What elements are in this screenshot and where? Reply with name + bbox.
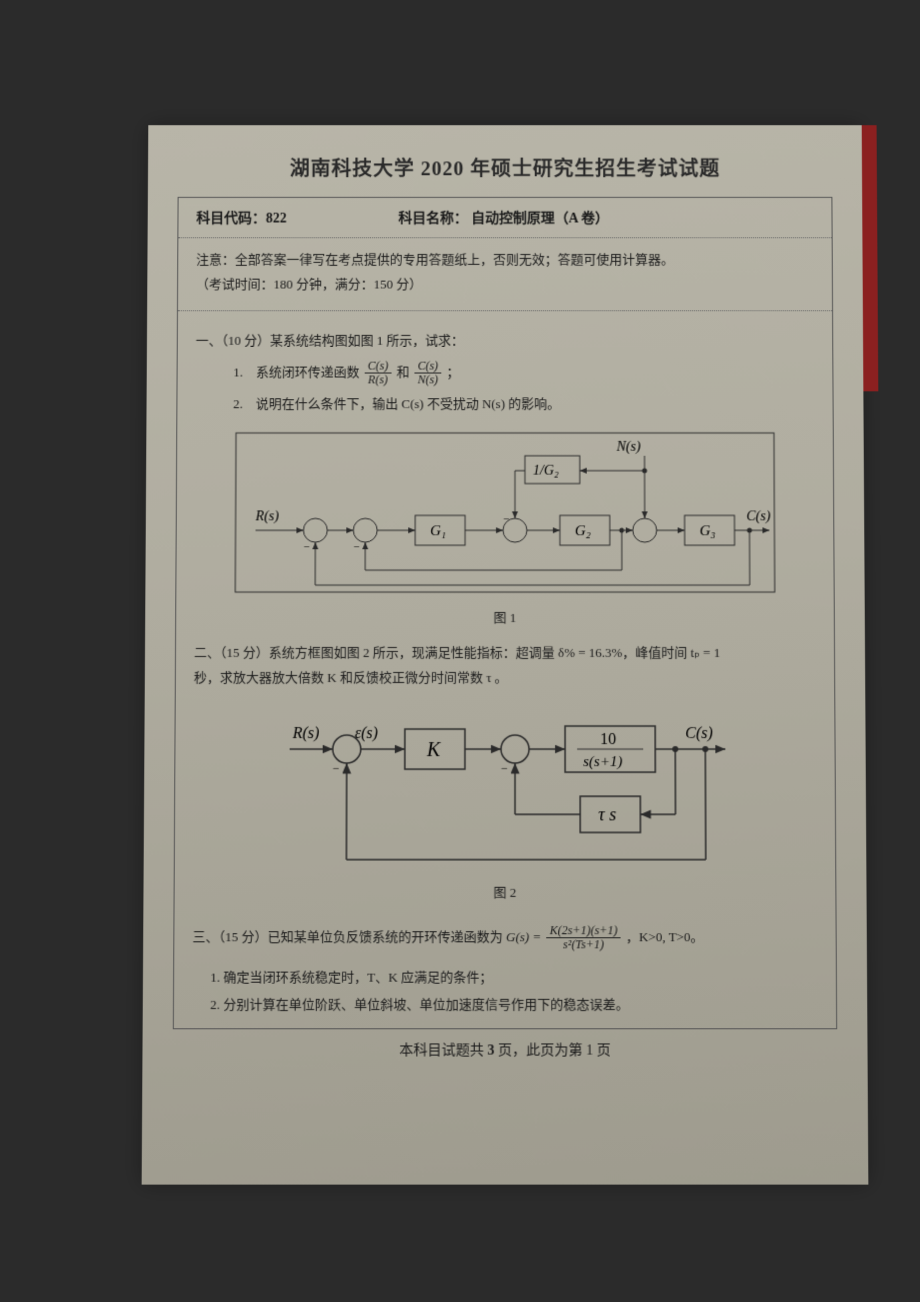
q3-prefix: 三、（15 分）已知某单位负反馈系统的开环传递函数为 <box>192 929 506 944</box>
q3-sub1: 1. 确定当闭环系统稳定时，T、K 应满足的条件； <box>210 966 818 991</box>
fig2-tfnum: 10 <box>600 731 616 748</box>
fig2-eps: ε(s) <box>355 725 378 742</box>
fig1-G1: G₁ <box>430 523 446 539</box>
fig2-tfden: s(s+1) <box>583 754 622 770</box>
q3-suffix: ，K>0, T>0。 <box>626 929 704 944</box>
q1-sub1: 1. 系统闭环传递函数 C(s) R(s) 和 C(s) N(s) ； <box>233 360 814 387</box>
frac-cn-den: N(s) <box>415 374 442 387</box>
frac-cr: C(s) R(s) <box>365 360 392 387</box>
page-title: 湖南科技大学 2020 年硕士研究生招生考试试题 <box>148 125 862 191</box>
fig2-caption: 图 2 <box>193 881 818 906</box>
q1-head: 一、（10 分）某系统结构图如图 1 所示，试求： <box>196 329 815 353</box>
fig1-caption: 图 1 <box>194 606 816 631</box>
page-footer: 本科目试题共 3 页，此页为第 1 页 <box>142 1029 867 1070</box>
q3: 三、（15 分）已知某单位负反馈系统的开环传递函数为 G(s) = K(2s+1… <box>192 924 817 952</box>
q1-sub1-prefix: 1. 系统闭环传递函数 <box>233 364 362 379</box>
fig1-R: R(s) <box>255 510 280 525</box>
code-value: 822 <box>266 212 287 227</box>
fig1-N: N(s) <box>616 440 641 455</box>
subject-name: 科目名称： 自动控制原理（A 卷） <box>398 212 609 227</box>
footer-b: 页，此页为第 <box>498 1043 586 1058</box>
figure-1: R(s) − − G₁ − G₂ <box>225 431 785 600</box>
notice-line1: 注意：全部答案一律写在考点提供的专用答题纸上，否则无效；答题可使用计算器。 <box>196 248 814 272</box>
q3-sub2: 2. 分别计算在单位阶跃、单位斜坡、单位加速度信号作用下的稳态误差。 <box>210 993 818 1018</box>
q1-sub2: 2. 说明在什么条件下，输出 C(s) 不受扰动 N(s) 的影响。 <box>233 393 815 417</box>
q1-sub1-suffix: ； <box>446 364 459 379</box>
frac-cr-num: C(s) <box>365 360 392 374</box>
code-label: 科目代码： <box>196 212 266 227</box>
figure-2: R(s) ε(s) − K − 10 s(s+1) C(s) <box>264 704 746 875</box>
footer-c: 页 <box>597 1043 611 1058</box>
subject-code: 科目代码：822 <box>196 208 395 228</box>
q3-frac: K(2s+1)(s+1) s²(Ts+1) <box>547 924 621 952</box>
frac-cr-den: R(s) <box>365 374 392 387</box>
fig1-C: C(s) <box>746 510 770 525</box>
q3-frac-num: K(2s+1)(s+1) <box>547 924 621 938</box>
q3-frac-den: s²(Ts+1) <box>547 938 621 951</box>
fig2-tau: τ s <box>598 804 616 824</box>
fig2-C: C(s) <box>685 725 713 742</box>
red-background-edge <box>862 125 879 391</box>
questions: 一、（10 分）某系统结构图如图 1 所示，试求： 1. 系统闭环传递函数 C(… <box>174 312 836 1028</box>
name-label: 科目名称： <box>398 212 467 227</box>
name-value: 自动控制原理（A 卷） <box>471 212 609 227</box>
svg-text:−: − <box>303 541 309 553</box>
q2: 二、（15 分）系统方框图如图 2 所示，现满足性能指标：超调量 δ% = 16… <box>194 641 816 690</box>
frac-cn: C(s) N(s) <box>415 360 442 387</box>
fig1-G3: G₃ <box>700 523 716 539</box>
notice: 注意：全部答案一律写在考点提供的专用答题纸上，否则无效；答题可使用计算器。 （考… <box>178 238 832 311</box>
fig2-K: K <box>426 739 442 761</box>
q3-Glhs: G(s) = <box>506 929 545 944</box>
svg-text:−: − <box>353 541 359 553</box>
svg-text:−: − <box>501 761 508 775</box>
fig2-R: R(s) <box>292 725 320 742</box>
footer-pages: 3 <box>487 1043 494 1058</box>
content-box: 科目代码：822 科目名称： 自动控制原理（A 卷） 注意：全部答案一律写在考点… <box>173 197 837 1029</box>
frac-cn-num: C(s) <box>415 360 442 374</box>
q2-head-a: 二、（15 分）系统方框图如图 2 所示，现满足性能指标：超调量 δ% = 16… <box>194 641 816 666</box>
q2-head-b: 秒，求放大器放大倍数 K 和反馈校正微分时间常数 τ 。 <box>194 665 816 690</box>
notice-line2: （考试时间：180 分钟，满分：150 分） <box>196 272 814 296</box>
footer-cur: 1 <box>586 1043 593 1058</box>
fig1-G2: G₂ <box>575 523 591 539</box>
svg-text:−: − <box>333 761 340 775</box>
footer-a: 本科目试题共 <box>399 1043 487 1058</box>
q1-sub1-mid: 和 <box>396 364 412 379</box>
exam-page: 湖南科技大学 2020 年硕士研究生招生考试试题 科目代码：822 科目名称： … <box>142 125 869 1184</box>
fig1-invG2: 1/G₂ <box>533 464 559 479</box>
subject-header: 科目代码：822 科目名称： 自动控制原理（A 卷） <box>178 198 831 238</box>
svg-text:−: − <box>503 513 509 525</box>
